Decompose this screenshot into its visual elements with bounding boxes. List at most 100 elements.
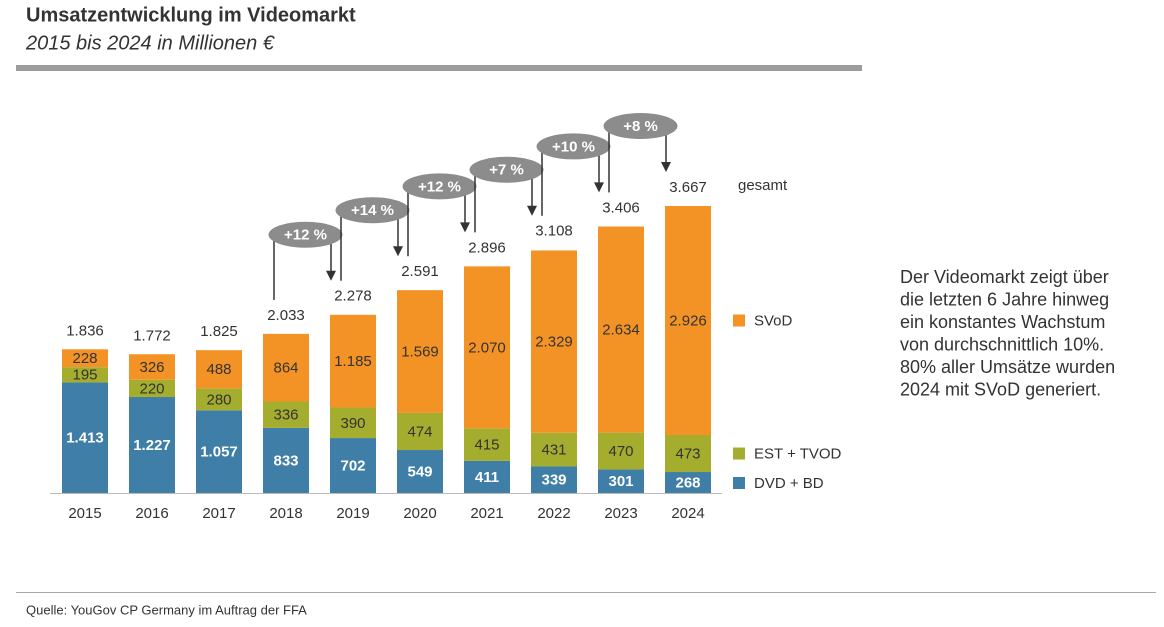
segment-label: 411 bbox=[475, 469, 499, 486]
note-line: 80% aller Umsätze wurden bbox=[900, 357, 1115, 377]
bar-segment bbox=[263, 333, 309, 402]
segment-label: 833 bbox=[273, 452, 298, 469]
segment-label: 702 bbox=[340, 457, 365, 474]
bar-segment bbox=[196, 350, 242, 389]
bar-segment bbox=[598, 226, 644, 433]
segment-label: 1.057 bbox=[200, 444, 238, 461]
growth-label: +8 % bbox=[623, 118, 658, 135]
source: Quelle: YouGov CP Germany im Auftrag der… bbox=[26, 602, 307, 617]
growth-label: +12 % bbox=[284, 227, 327, 244]
total-label: 3.406 bbox=[602, 199, 640, 216]
segment-label: 549 bbox=[407, 463, 432, 480]
segment-label: 390 bbox=[340, 415, 365, 432]
x-tick-label: 2018 bbox=[269, 505, 302, 522]
segment-label: 339 bbox=[541, 472, 566, 489]
total-label: 2.591 bbox=[401, 263, 439, 280]
growth-bubble bbox=[402, 173, 477, 200]
segment-label: 220 bbox=[139, 380, 164, 397]
segment-label: 336 bbox=[273, 407, 298, 424]
segment-label: 864 bbox=[273, 360, 298, 377]
x-tick-label: 2020 bbox=[403, 505, 436, 522]
segment-label: 1.227 bbox=[133, 437, 171, 454]
bar-segment bbox=[62, 349, 108, 368]
x-tick-label: 2017 bbox=[202, 505, 235, 522]
bar-segment bbox=[665, 472, 711, 493]
title-rule bbox=[16, 65, 862, 71]
segment-label: 474 bbox=[407, 423, 432, 440]
total-label: 2.896 bbox=[468, 239, 506, 256]
total-label: 3.667 bbox=[669, 179, 707, 196]
bar-segment bbox=[598, 469, 644, 493]
bar-segment bbox=[263, 401, 309, 428]
bar-segment bbox=[62, 382, 108, 493]
bar-segment bbox=[665, 435, 711, 473]
bar-segment bbox=[62, 367, 108, 383]
segment-label: 1.413 bbox=[66, 430, 104, 447]
total-label: 1.836 bbox=[66, 322, 104, 339]
growth-bubble bbox=[268, 221, 343, 248]
bar-segment bbox=[464, 266, 510, 429]
totals-legend: gesamt bbox=[738, 177, 788, 194]
note-line: die letzten 6 Jahre hinweg bbox=[900, 289, 1109, 309]
bar-segment bbox=[196, 388, 242, 411]
legend-swatch bbox=[733, 447, 745, 460]
segment-label: 2.634 bbox=[602, 322, 640, 339]
segment-label: 415 bbox=[474, 437, 499, 454]
segment-label: 473 bbox=[675, 445, 700, 462]
growth-label: +7 % bbox=[489, 162, 524, 179]
chart-title: Umsatzentwicklung im Videomarkt bbox=[26, 4, 356, 26]
legend-label: DVD + BD bbox=[754, 475, 824, 492]
bar-segment bbox=[531, 250, 577, 433]
total-label: 3.108 bbox=[535, 223, 573, 240]
bar-segment bbox=[330, 407, 376, 439]
segment-label: 470 bbox=[608, 443, 633, 460]
bar-segment bbox=[330, 314, 376, 408]
segment-label: 2.070 bbox=[468, 339, 506, 356]
note-line: von durchschnittlich 10%. bbox=[900, 334, 1104, 354]
bar-segment bbox=[263, 427, 309, 493]
note-line: Der Videomarkt zeigt über bbox=[900, 267, 1109, 287]
growth-bubble bbox=[335, 197, 410, 224]
arrow-head bbox=[594, 182, 604, 193]
bar-segment bbox=[397, 290, 443, 413]
note-line: 2024 mit SVoD generiert. bbox=[900, 379, 1101, 399]
segment-label: 301 bbox=[608, 473, 633, 490]
arrow-head bbox=[326, 270, 336, 281]
x-tick-label: 2016 bbox=[135, 505, 168, 522]
legend-label: SVoD bbox=[754, 312, 793, 329]
bar-segment bbox=[397, 450, 443, 493]
arrow-head bbox=[661, 162, 671, 172]
segment-label: 1.185 bbox=[334, 353, 372, 370]
segment-label: 488 bbox=[206, 361, 231, 378]
x-tick-label: 2019 bbox=[336, 505, 369, 522]
bar-segment bbox=[397, 412, 443, 451]
bar-segment bbox=[598, 432, 644, 470]
bar-segment bbox=[129, 354, 175, 380]
legend-swatch bbox=[733, 314, 745, 327]
bar-segment bbox=[531, 432, 577, 467]
segment-label: 228 bbox=[72, 350, 97, 367]
growth-label: +12 % bbox=[418, 178, 461, 195]
bar-segment bbox=[531, 466, 577, 493]
bar-segment bbox=[129, 379, 175, 397]
segment-label: 280 bbox=[206, 391, 231, 408]
total-label: 1.825 bbox=[200, 323, 238, 340]
segment-label: 2.926 bbox=[669, 312, 707, 329]
bar-segment bbox=[330, 438, 376, 493]
bar-segment bbox=[129, 396, 175, 493]
growth-label: +10 % bbox=[552, 138, 595, 155]
bar-segment bbox=[464, 428, 510, 461]
arrow-head bbox=[527, 205, 537, 216]
bar-segment bbox=[464, 460, 510, 493]
note-line: ein konstantes Wachstum bbox=[900, 312, 1105, 332]
x-tick-label: 2015 bbox=[68, 505, 101, 522]
total-label: 2.033 bbox=[267, 307, 305, 324]
segment-label: 1.569 bbox=[401, 344, 439, 361]
segment-label: 195 bbox=[72, 367, 97, 384]
segment-label: 326 bbox=[139, 359, 164, 376]
growth-bubble bbox=[603, 113, 678, 139]
chart-subtitle: 2015 bis 2024 in Millionen € bbox=[25, 32, 275, 54]
legend-swatch bbox=[733, 477, 745, 489]
arrow-head bbox=[393, 246, 403, 257]
bar-segment bbox=[196, 410, 242, 493]
